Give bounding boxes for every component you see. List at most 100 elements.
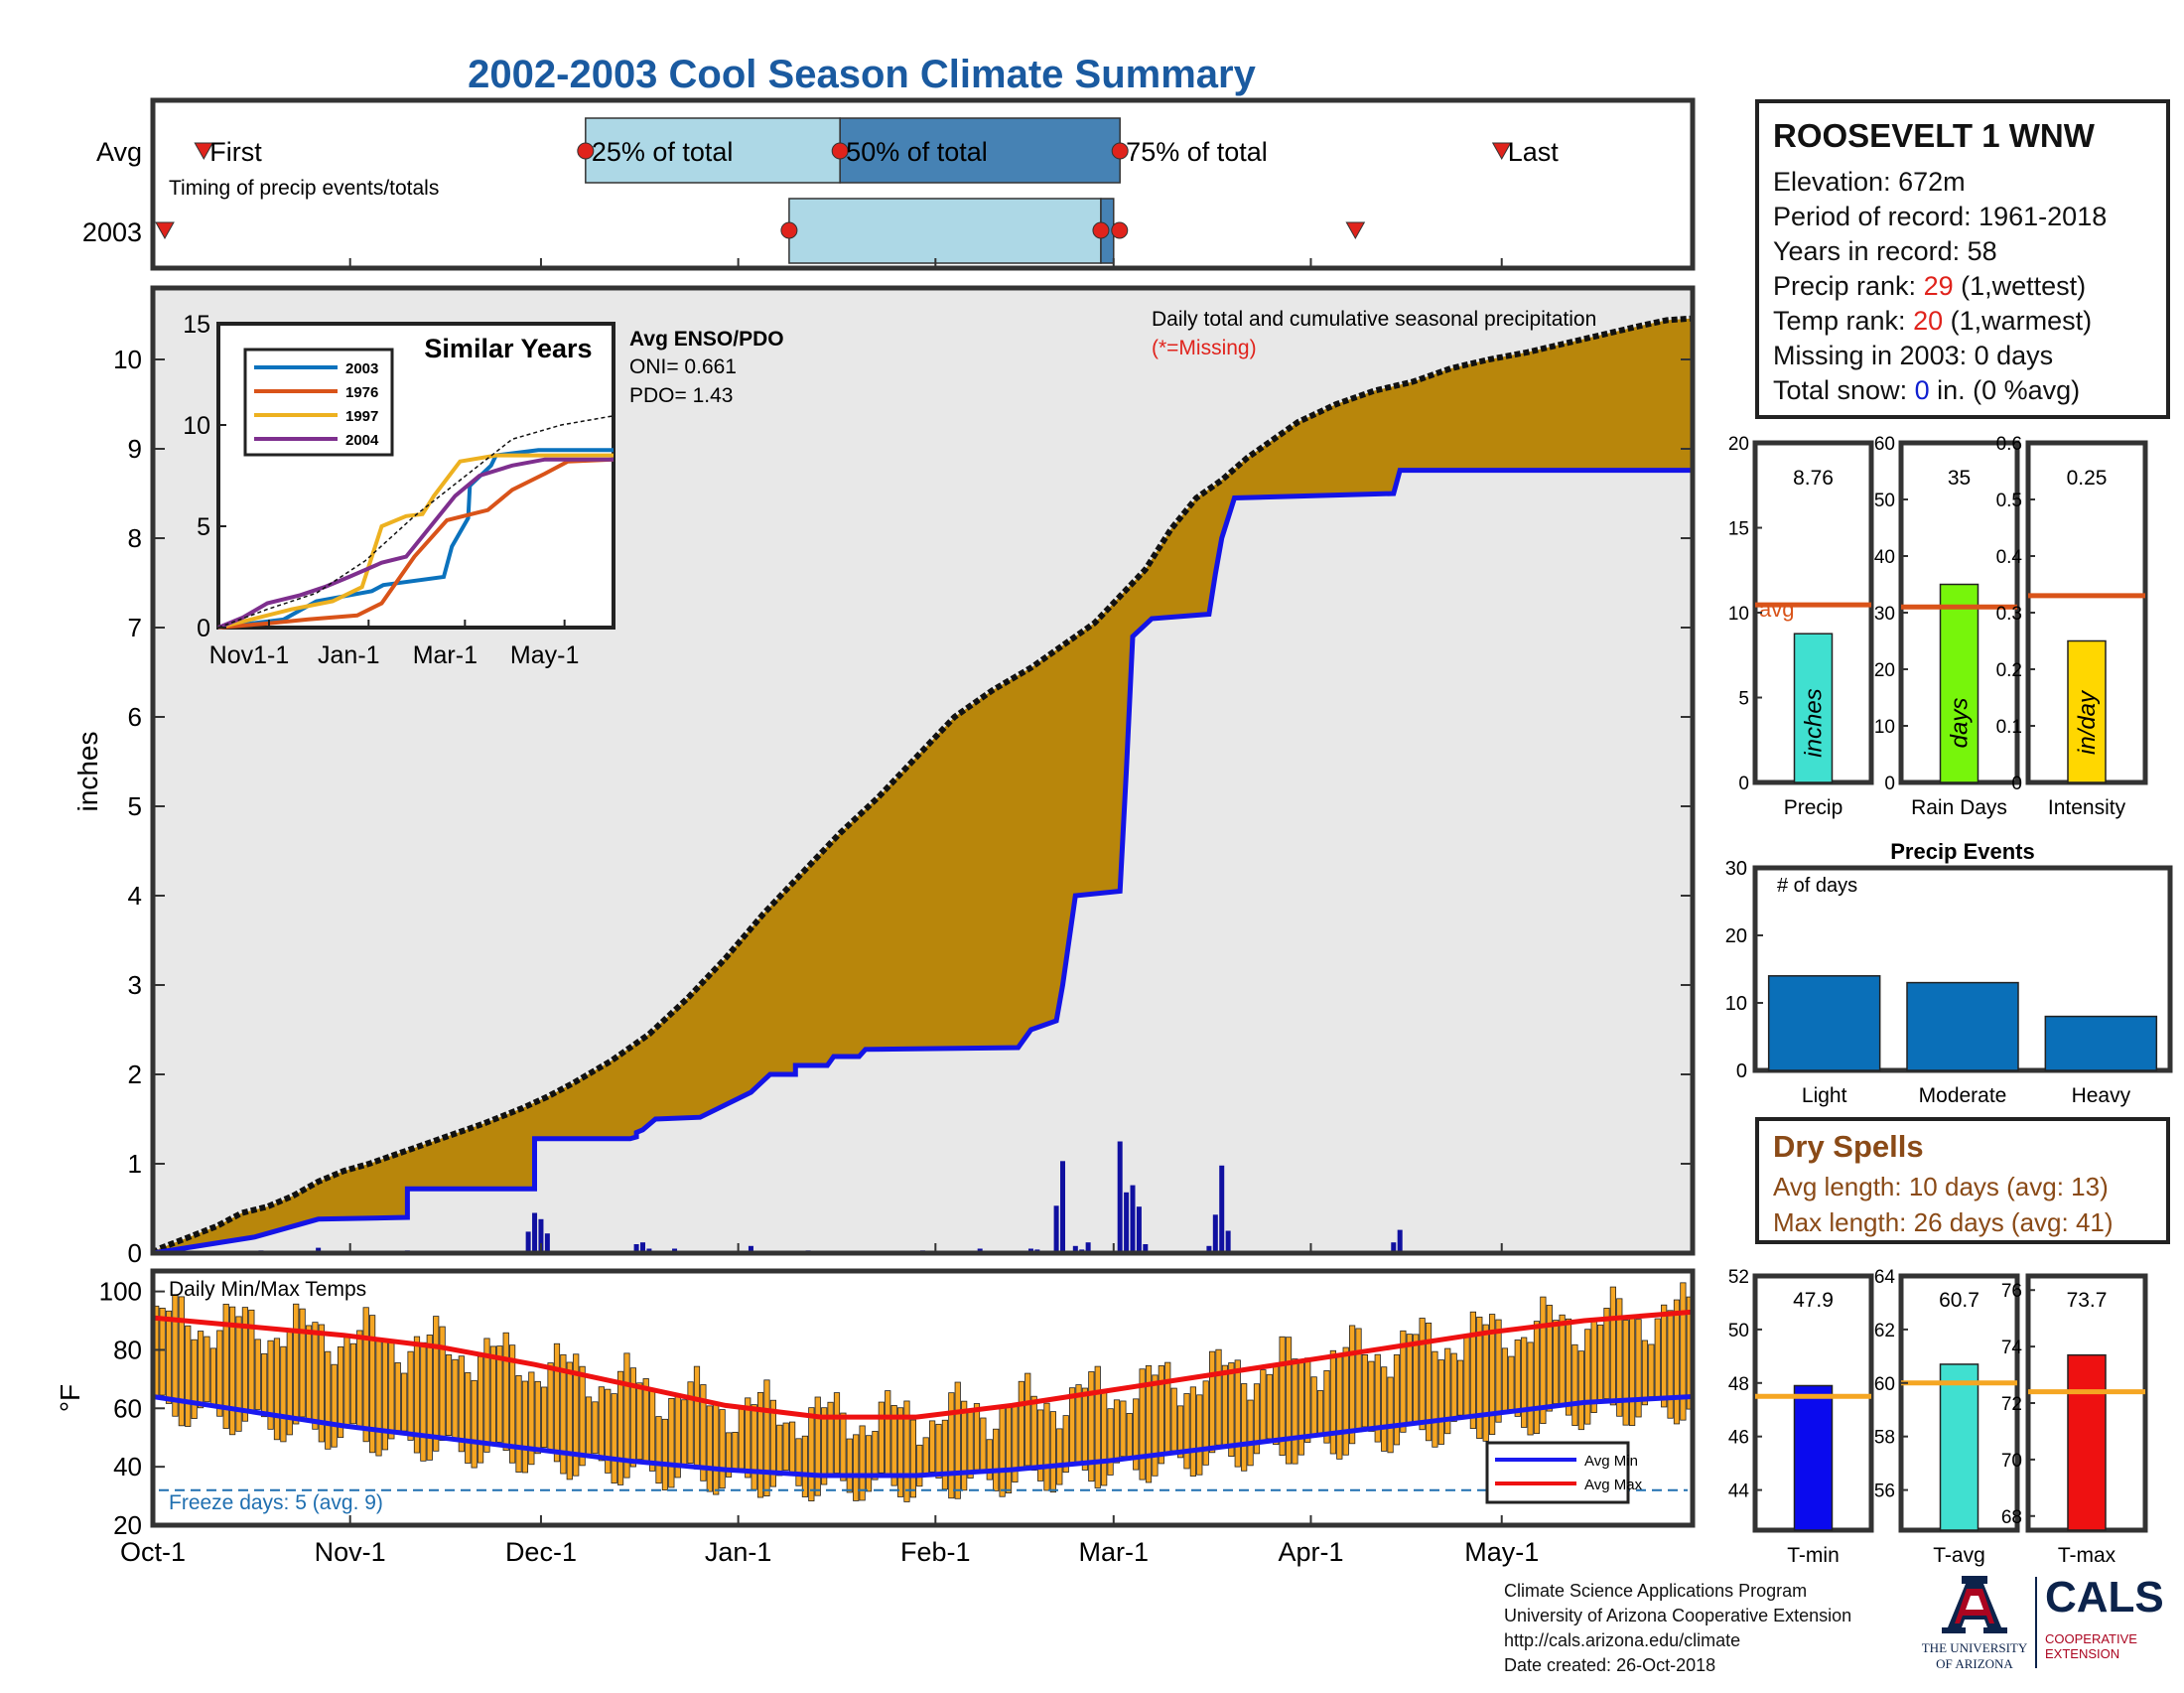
- daily-temp-bar: [337, 1345, 344, 1439]
- temp-category-label: T-min: [1787, 1544, 1840, 1567]
- chart-title: 2002-2003 Cool Season Climate Summary: [468, 53, 1256, 96]
- daily-temp-bar: [1381, 1366, 1388, 1452]
- main-ylabel: inches: [72, 732, 103, 812]
- daily-temp-bar: [465, 1371, 472, 1464]
- mini-unit-label: days: [1947, 698, 1974, 749]
- daily-precip-bar: [316, 1247, 322, 1253]
- daily-temp-bar: [362, 1307, 369, 1443]
- temp-ytick-label: 50: [1728, 1321, 1749, 1341]
- temp-chart-t-min: 47.9 T-min 44 46 48 50 52: [1728, 1267, 1874, 1567]
- temp-rank-value: 20: [1913, 306, 1944, 336]
- daily-temp-bar: [496, 1345, 503, 1443]
- daily-temp-bar: [407, 1350, 414, 1441]
- daily-temp-bar: [254, 1339, 261, 1410]
- daily-temp-bar: [1036, 1409, 1044, 1481]
- daily-temp-bar: [1113, 1399, 1121, 1464]
- main-annotation: Daily total and cumulative seasonal prec…: [1152, 308, 1596, 331]
- daily-temp-bar: [553, 1342, 561, 1463]
- daily-temp-bar: [668, 1397, 675, 1488]
- daily-temp-bar: [1521, 1337, 1528, 1428]
- mini-ytick-label: 0: [2011, 774, 2022, 794]
- inset-xtick-label: Nov1-1: [209, 641, 290, 669]
- mini-avg-label: avg: [1759, 597, 1794, 622]
- daily-temp-bar: [687, 1381, 694, 1465]
- daily-temp-bar: [1661, 1304, 1668, 1408]
- xtick-label: Oct-1: [120, 1537, 186, 1567]
- daily-temp-bar: [922, 1437, 929, 1477]
- daily-temp-bar: [592, 1401, 599, 1455]
- daily-temp-bar: [1285, 1337, 1293, 1465]
- daily-precip-bar: [525, 1231, 531, 1253]
- daily-temp-bar: [458, 1355, 465, 1453]
- footer-line-1: Climate Science Applications Program: [1504, 1581, 1808, 1601]
- timing-subtitle: Timing of precip events/totals: [169, 177, 439, 200]
- daily-temp-bar: [636, 1382, 643, 1461]
- daily-temp-bar: [821, 1407, 828, 1485]
- daily-temp-bar: [369, 1315, 376, 1454]
- xtick-label: Dec-1: [505, 1537, 577, 1567]
- daily-temp-bar: [1158, 1365, 1164, 1465]
- inset-series-2004: [217, 457, 614, 630]
- mini-ytick-label: 20: [1728, 434, 1749, 455]
- daily-temp-bar: [1673, 1299, 1681, 1425]
- mini-ytick-label: 10: [1874, 717, 1895, 738]
- daily-temp-bar: [833, 1392, 841, 1474]
- daily-temp-bar: [1419, 1318, 1426, 1431]
- daily-temp-bar: [782, 1422, 789, 1472]
- temp-ytick-label: 60: [113, 1393, 142, 1423]
- mini-ytick-label: 0: [1738, 774, 1749, 794]
- daily-temp-bar: [331, 1363, 338, 1448]
- daily-temp-bar: [1056, 1428, 1063, 1485]
- daily-temp-bar: [967, 1409, 974, 1479]
- daily-temp-bar: [1495, 1319, 1502, 1423]
- daily-temp-bar: [566, 1361, 573, 1481]
- daily-temp-bar: [961, 1400, 968, 1491]
- daily-temp-bar: [1310, 1376, 1317, 1435]
- daily-temp-bar: [1463, 1337, 1470, 1419]
- daily-temp-bar: [1393, 1353, 1401, 1446]
- daily-temp-bar: [204, 1336, 210, 1403]
- inset-xtick-label: Jan-1: [318, 641, 380, 669]
- daily-temp-bar: [356, 1330, 363, 1431]
- mini-ytick-label: 0.4: [1996, 547, 2023, 568]
- daily-temp-bar: [1667, 1310, 1674, 1419]
- daily-temp-bar: [1176, 1405, 1184, 1459]
- mini-unit-label: inches: [1801, 688, 1828, 757]
- daily-temp-bar: [649, 1388, 656, 1472]
- daily-temp-bar: [681, 1399, 688, 1468]
- xtick-label: Nov-1: [315, 1537, 386, 1567]
- daily-temp-bar: [1292, 1358, 1298, 1465]
- daily-temp-bar: [1018, 1380, 1024, 1472]
- station-period: Period of record: 1961-2018: [1773, 202, 2108, 231]
- daily-temp-bar: [1196, 1394, 1203, 1476]
- daily-temp-bar: [1247, 1399, 1254, 1467]
- temp-ytick-label: 20: [113, 1510, 142, 1540]
- footer-credits: Climate Science Applications Program Uni…: [1504, 1579, 1851, 1678]
- temp-value-label: 60.7: [1939, 1289, 1979, 1312]
- daily-temp-bar: [986, 1439, 993, 1481]
- daily-temp-bar: [1648, 1343, 1655, 1398]
- daily-temp-bar: [941, 1419, 949, 1490]
- daily-temp-bar: [993, 1428, 1000, 1491]
- mini-ytick-label: 60: [1874, 434, 1895, 455]
- daily-temp-bar: [1533, 1321, 1541, 1434]
- xtick-label: Mar-1: [1079, 1537, 1150, 1567]
- main-plot-frame: [150, 285, 1696, 1256]
- dry-max-length: Max length: 26 days (avg: 41): [1773, 1207, 2114, 1237]
- daily-temp-bar: [725, 1432, 733, 1478]
- temperature-bar-charts: 47.9 T-min 44 46 48 50 52 60.7 T-avg 56 58 60 62 64 73…: [1728, 1267, 2148, 1567]
- temp-value-label: 73.7: [2067, 1289, 2108, 1312]
- dry-avg-length: Avg length: 10 days (avg: 13): [1773, 1172, 2109, 1201]
- y2003-cumulative-area: [153, 470, 1693, 1254]
- daily-temp-bar: [209, 1347, 216, 1406]
- xtick-label: Feb-1: [900, 1537, 971, 1567]
- daily-temp-bar: [1170, 1387, 1177, 1452]
- temp-ytick-label: 100: [99, 1277, 142, 1307]
- daily-temp-bar: [573, 1353, 580, 1477]
- daily-temp-bar: [489, 1345, 496, 1444]
- temp-ytick-label: 72: [2001, 1394, 2022, 1415]
- daily-temp-bar: [929, 1420, 936, 1473]
- daily-temp-bar: [1374, 1353, 1381, 1443]
- daily-temp-bar: [528, 1371, 535, 1466]
- mini-ytick-label: 30: [1874, 604, 1895, 625]
